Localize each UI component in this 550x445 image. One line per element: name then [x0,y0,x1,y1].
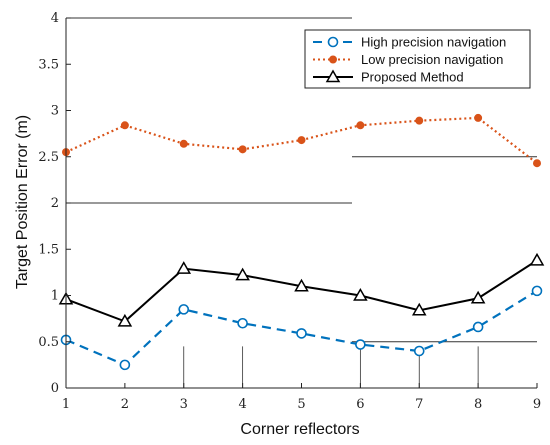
x-tick-label: 1 [62,397,70,412]
data-point [474,113,483,122]
data-point [176,261,192,274]
data-point [529,252,545,266]
data-point [472,321,484,333]
data-point [296,328,307,339]
y-tick-label: 4 [51,11,59,26]
data-point [235,267,250,281]
data-point [470,290,486,304]
x-tick-label: 6 [356,397,364,412]
data-point [294,278,309,292]
y-tick-label: 3 [51,104,59,119]
series-line [65,289,538,367]
y-tick-label: 0 [51,381,59,396]
x-tick-label: 8 [474,397,482,412]
x-tick-label: 9 [533,397,541,412]
y-tick-label: 3.5 [38,57,59,72]
y-tick-label: 2 [51,196,59,211]
data-point [238,145,247,154]
x-tick-label: 4 [238,397,246,412]
data-point [120,121,129,130]
x-tick-label: 3 [180,397,188,412]
data-point [117,313,133,327]
data-point [327,36,339,48]
series-low-precision-navigation [62,113,541,168]
data-point [297,136,306,145]
legend-entry: Low precision navigation [361,52,503,67]
data-point [179,139,188,148]
data-point [533,159,541,168]
data-point [119,359,131,371]
x-tick-label: 5 [297,397,305,412]
y-tick-label: 0.5 [38,335,59,350]
data-point [353,287,368,301]
legend: High precision navigation Low precision n… [304,29,531,89]
axes: 0 0.5 1 1.5 2 2.5 3 3.5 4 1 2 3 4 5 6 7 8 9 [38,11,541,412]
data-point [411,302,427,316]
data-point [325,69,341,83]
legend-entry: High precision navigation [361,35,506,50]
x-tick-label: 2 [121,397,129,412]
data-point [237,317,248,329]
data-point [329,55,337,64]
data-point [355,339,366,350]
data-point [356,121,365,130]
data-point [531,285,543,297]
data-point [415,116,424,125]
y-axis-title: Target Position Error (m) [14,115,31,289]
y-tick-label: 1.5 [38,242,59,257]
data-point [413,345,425,357]
series-proposed-method [58,252,545,327]
x-tick-label: 7 [415,397,423,412]
legend-box [304,29,531,89]
data-point [178,304,190,315]
series-layer [58,113,545,371]
y-tick-label: 1 [51,289,59,304]
stray-lines [66,17,537,388]
y-tick-label: 2.5 [38,150,59,165]
series-high-precision-navigation [60,285,543,371]
legend-entry: Proposed Method [361,70,464,85]
x-axis-title: Corner reflectors [240,421,359,438]
